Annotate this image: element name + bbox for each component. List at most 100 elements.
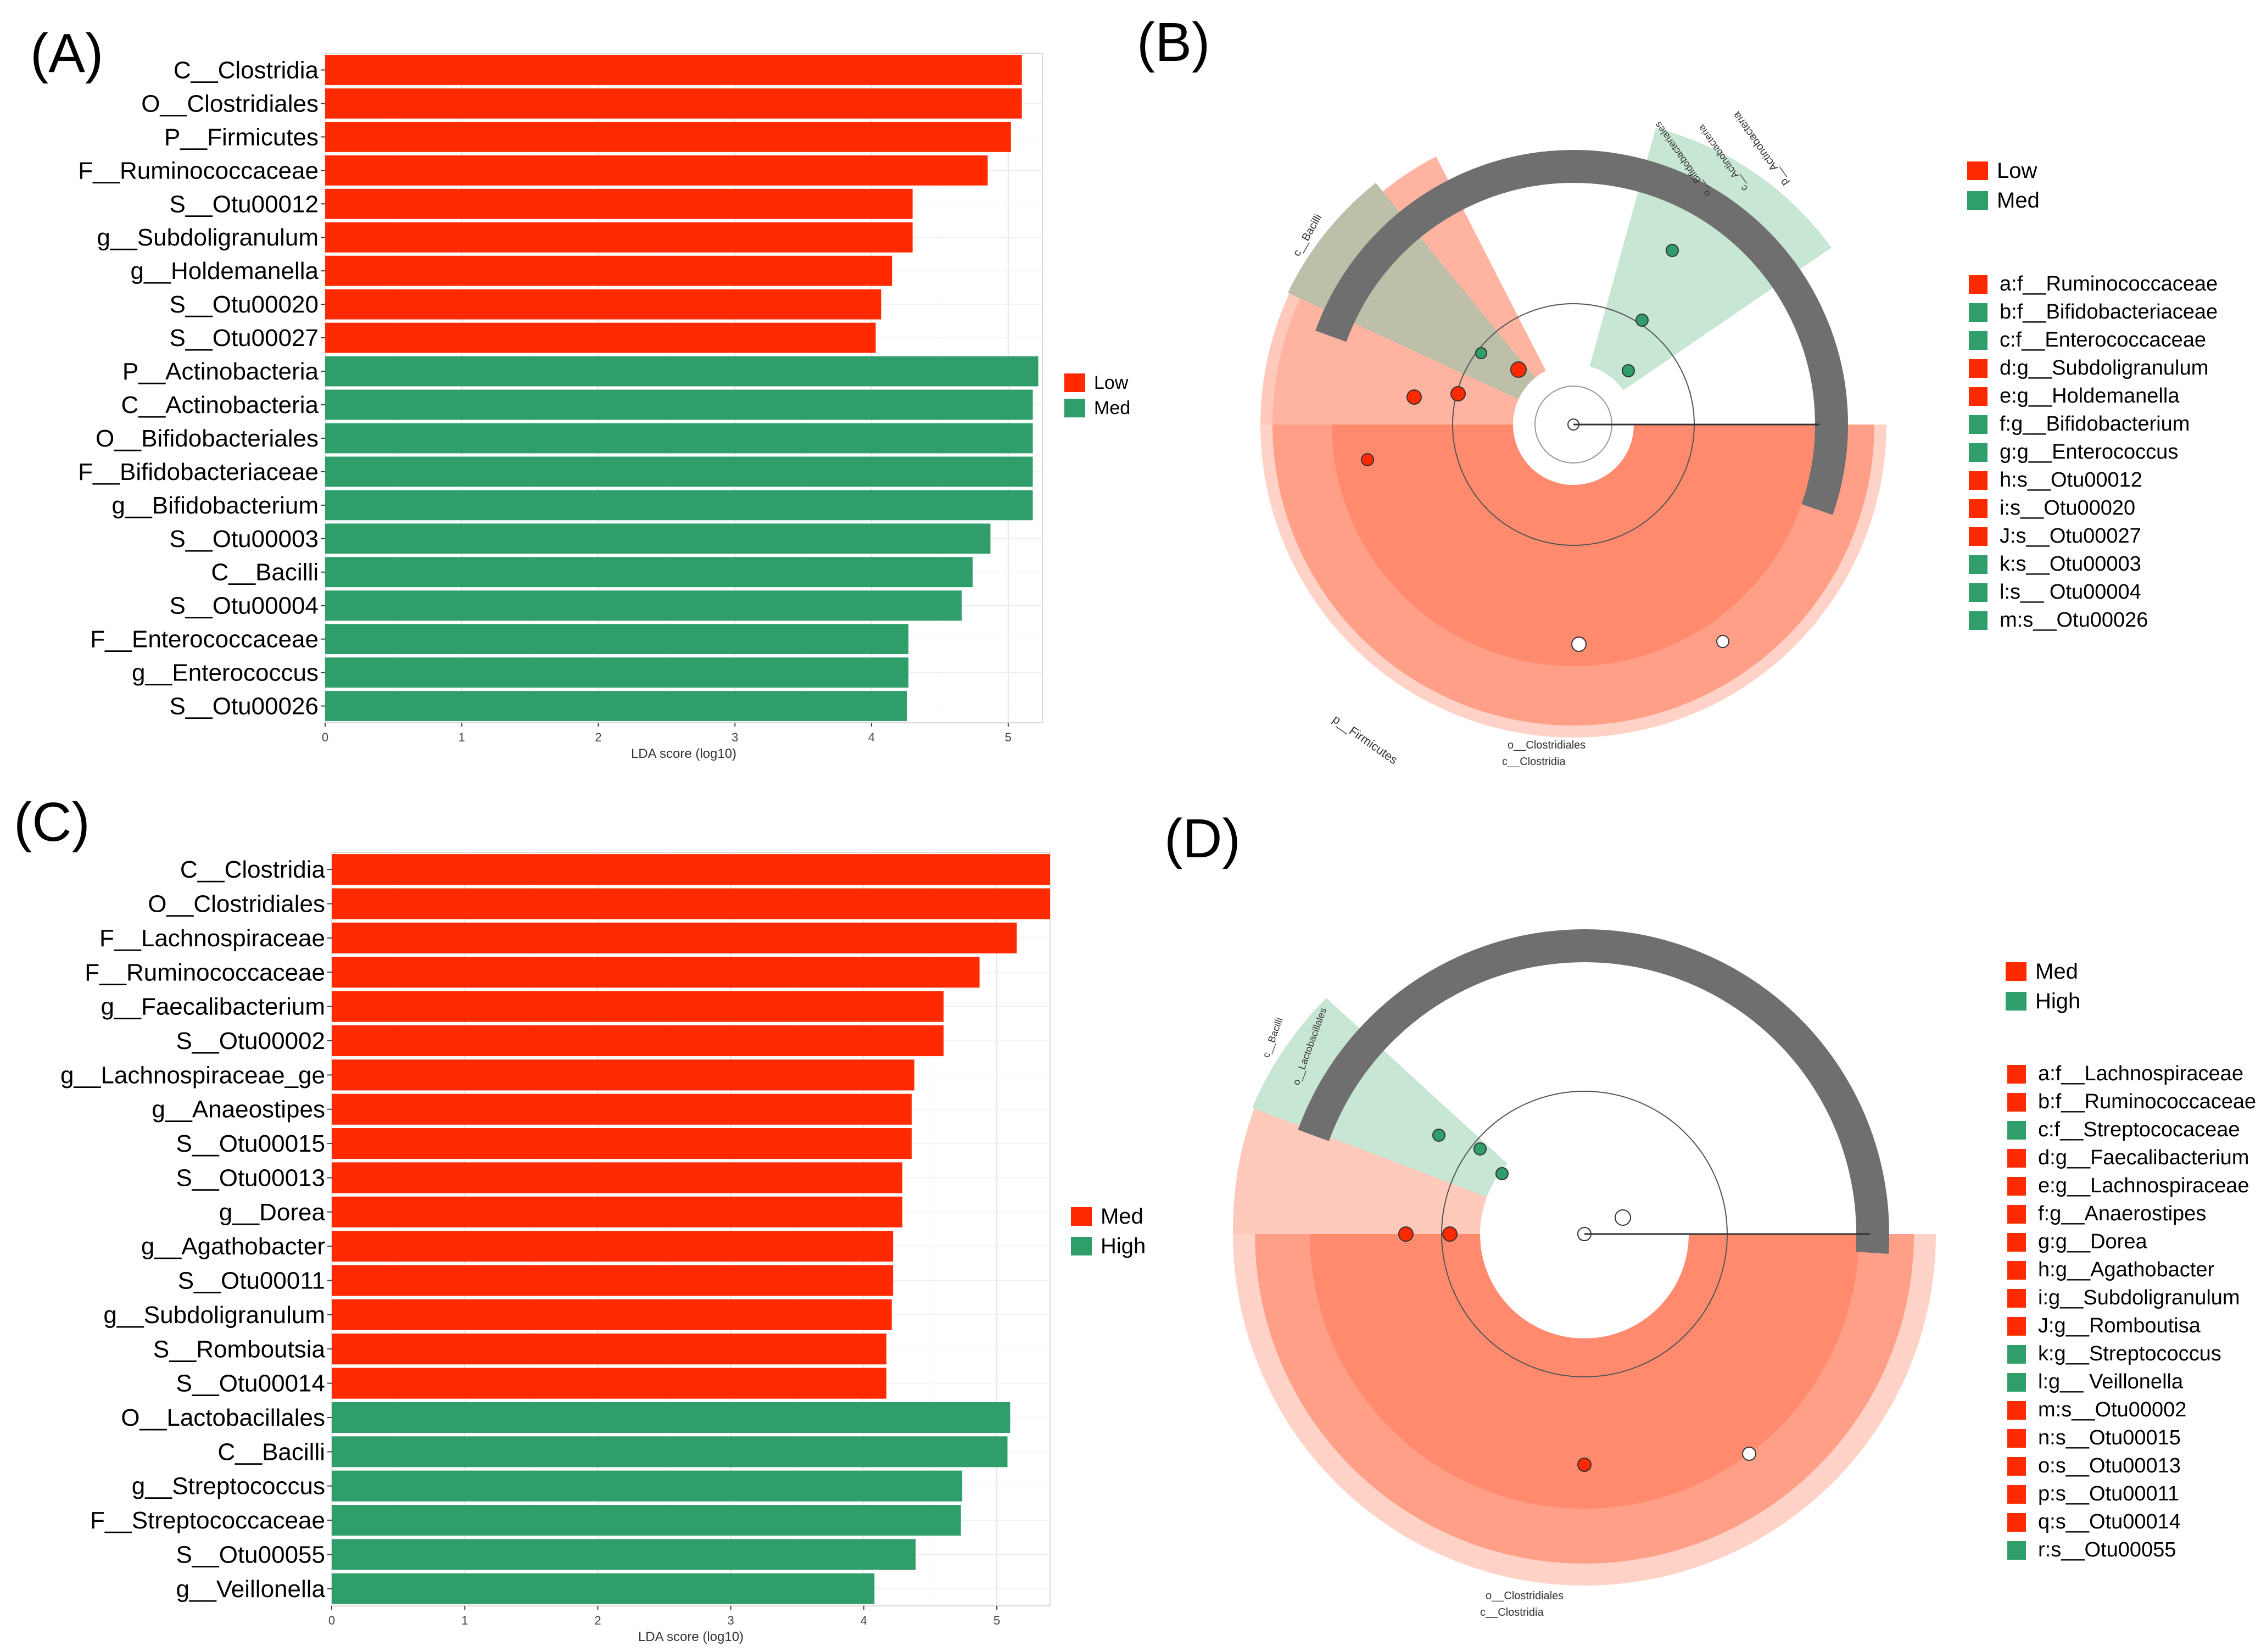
taxa-legend-item: i:s__Otu00020 — [1969, 494, 2218, 522]
legend-label-med: Med — [1997, 188, 2040, 213]
legend-label-med: Med — [1101, 1204, 1143, 1229]
legend-item-high: High — [1071, 1231, 1146, 1261]
bar — [332, 1299, 892, 1330]
bar — [332, 1402, 1011, 1433]
node-red-3 — [1406, 389, 1422, 405]
taxa-legend-item: g:g__Enterococcus — [1969, 438, 2218, 466]
bar-label: g__Bifidobacterium — [111, 492, 319, 519]
taxa-legend-item: f:g__Anaerostipes — [2007, 1200, 2257, 1228]
node-green-1 — [1432, 1129, 1445, 1142]
bar-label: S__Otu00026 — [169, 693, 319, 720]
bar-label: F__Enterococcaceae — [90, 626, 319, 653]
bar — [332, 1093, 912, 1125]
bar-label: O__Clostridiales — [148, 891, 325, 918]
taxa-legend-label: g:g__Enterococcus — [2000, 440, 2179, 464]
bar-label: g__Enterococcus — [132, 660, 319, 687]
bar — [332, 1196, 903, 1227]
taxa-legend-item: c:f__Enterococcaceae — [1969, 326, 2218, 354]
bar — [332, 991, 944, 1022]
bar — [332, 1265, 894, 1296]
bar — [325, 121, 1011, 152]
taxa-legend-label: l:g__ Veillonella — [2038, 1370, 2184, 1393]
x-tick-label: 3 — [732, 730, 738, 744]
taxa-legend-label: l:s__ Otu00004 — [2000, 581, 2141, 604]
bar — [332, 1025, 944, 1057]
x-tick-label: 1 — [459, 730, 465, 744]
bar-label: O__Clostridiales — [141, 90, 319, 117]
panel-label-b: (B) — [1137, 12, 1210, 73]
x-axis-title: LDA score (log10) — [638, 1629, 744, 1644]
taxa-legend-swatch — [1969, 415, 1988, 434]
taxa-legend-item: p:s__Otu00011 — [2007, 1480, 2257, 1508]
legend-label-high: High — [2035, 989, 2081, 1013]
taxa-legend-item: i:g__Subdoligranulum — [2007, 1284, 2257, 1312]
bar — [332, 1573, 875, 1604]
taxa-legend-label: J:g__Romboutisa — [2038, 1314, 2201, 1337]
group-legend-b: Low Med — [1967, 156, 2040, 215]
bar-label: S__Otu00003 — [169, 526, 319, 552]
bar-label: S__Otu00011 — [178, 1268, 325, 1294]
taxa-legend-item: g:g__Dorea — [2007, 1228, 2257, 1256]
bar — [325, 188, 913, 219]
taxa-legend-swatch — [2007, 1064, 2026, 1084]
panel-label-c: (C) — [14, 791, 90, 853]
highlight-wedge-actino — [1573, 128, 1832, 425]
taxa-legend-swatch — [2007, 1232, 2026, 1252]
bar — [332, 957, 980, 988]
taxa-legend-label: o:s__Otu00013 — [2038, 1454, 2181, 1477]
taxa-legend-swatch — [1969, 555, 1988, 574]
bar-label: S__Otu00015 — [176, 1130, 325, 1157]
taxa-legend-swatch — [2007, 1456, 2026, 1476]
taxa-legend-item: b:f__Bifidobacteriaceae — [1969, 298, 2218, 326]
taxa-legend-item: l:s__ Otu00004 — [1969, 578, 2218, 606]
bar — [325, 523, 991, 554]
cladogram-d: o__Clostridiales c__Clostridia c__Bacill… — [1232, 929, 1936, 1618]
taxa-legend-label: q:s__Otu00014 — [2038, 1510, 2181, 1533]
legend-item-med: Med — [1064, 395, 1130, 421]
legend-item-med: Med — [2006, 957, 2080, 986]
node-red-2 — [1398, 1226, 1414, 1242]
bar — [332, 1436, 1008, 1467]
node-red-2 — [1450, 386, 1466, 401]
taxa-legend-label: i:g__Subdoligranulum — [2038, 1286, 2240, 1309]
taxa-legend-swatch — [2007, 1372, 2026, 1392]
taxa-legend-label: f:g__Anaerostipes — [2038, 1202, 2207, 1225]
taxa-legend-b: a:f__Ruminococcaceae b:f__Bifidobacteriac… — [1969, 270, 2218, 634]
bar-label: S__Otu00012 — [169, 191, 319, 217]
bar-label: g__Streptococcus — [132, 1473, 325, 1500]
bar-label: g__Lachnospiraceae_ge — [60, 1062, 325, 1089]
legend-swatch-high — [2006, 992, 2026, 1011]
bar — [325, 389, 1033, 420]
taxa-legend-label: b:f__Ruminococcaceae — [2038, 1090, 2257, 1113]
taxa-legend-item: h:s__Otu00012 — [1969, 466, 2218, 494]
plot-area — [325, 53, 1043, 723]
bar — [332, 1333, 887, 1365]
bar-label: S__Otu00027 — [169, 325, 319, 351]
bar-label: C__Clostridia — [174, 57, 319, 83]
bar-label: C__Actinobacteria — [121, 392, 319, 418]
legend-label-high: High — [1101, 1234, 1146, 1258]
taxa-legend-label: a:f__Ruminococcaceae — [2000, 272, 2218, 295]
legend-a: Low Med — [1064, 370, 1130, 421]
bar-label: g__Holdemanella — [131, 258, 319, 284]
taxa-legend-label: h:s__Otu00012 — [2000, 468, 2142, 492]
bar-label: C__Bacilli — [211, 559, 319, 586]
taxa-legend-item: r:s__Otu00055 — [2007, 1536, 2257, 1564]
bar-label: g__Subdoligranulum — [103, 1302, 325, 1329]
taxa-legend-label: b:f__Bifidobacteriaceae — [2000, 300, 2218, 323]
bar — [325, 255, 892, 286]
x-tick-label: 5 — [993, 1614, 1000, 1627]
bar — [332, 854, 1050, 885]
clade-label-firmicutes: p__Firmicutes — [1330, 712, 1400, 767]
taxa-legend-swatch — [1969, 275, 1988, 294]
taxa-legend-label: J:s__Otu00027 — [2000, 524, 2141, 548]
bar — [332, 1231, 894, 1262]
taxa-legend-swatch — [1969, 611, 1988, 630]
bar — [325, 222, 913, 253]
node-green-4 — [1475, 347, 1487, 359]
bar — [332, 1162, 903, 1193]
node-green-1 — [1622, 364, 1635, 377]
taxa-legend-swatch — [2007, 1400, 2026, 1420]
bar-label: S__Otu00002 — [176, 1028, 325, 1054]
legend-item-low: Low — [1064, 370, 1130, 395]
